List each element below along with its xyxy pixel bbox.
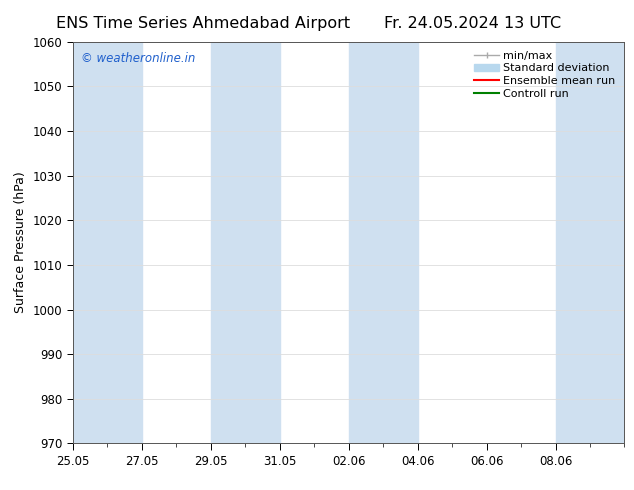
Bar bbox=[555, 42, 624, 443]
Text: ENS Time Series Ahmedabad Airport: ENS Time Series Ahmedabad Airport bbox=[56, 16, 350, 31]
Text: Fr. 24.05.2024 13 UTC: Fr. 24.05.2024 13 UTC bbox=[384, 16, 561, 31]
Legend: min/max, Standard deviation, Ensemble mean run, Controll run: min/max, Standard deviation, Ensemble me… bbox=[471, 47, 619, 102]
Text: © weatheronline.in: © weatheronline.in bbox=[81, 51, 195, 65]
Y-axis label: Surface Pressure (hPa): Surface Pressure (hPa) bbox=[14, 172, 27, 314]
Bar bbox=[73, 42, 142, 443]
Bar bbox=[210, 42, 280, 443]
Bar bbox=[349, 42, 418, 443]
